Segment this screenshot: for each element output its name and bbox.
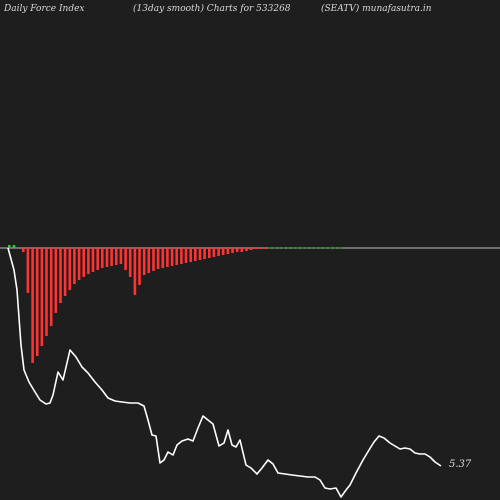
force-index-bar bbox=[259, 248, 262, 249]
force-index-bar bbox=[249, 248, 253, 250]
force-index-bar bbox=[208, 248, 211, 258]
force-index-bar bbox=[31, 248, 34, 363]
force-index-bar bbox=[115, 248, 118, 265]
force-index-bar bbox=[26, 248, 30, 293]
force-index-bar bbox=[73, 248, 76, 284]
force-index-bar bbox=[101, 248, 104, 268]
force-index-bar bbox=[254, 248, 258, 249]
force-index-bar bbox=[133, 248, 137, 295]
force-index-bar bbox=[22, 248, 25, 252]
force-index-bar bbox=[138, 248, 141, 285]
force-index-bar bbox=[194, 248, 197, 261]
force-index-bar bbox=[45, 248, 48, 336]
force-index-bar bbox=[142, 248, 146, 275]
force-index-bar bbox=[184, 248, 188, 263]
force-index-bar bbox=[282, 247, 285, 249]
force-index-bar bbox=[328, 247, 332, 249]
force-index-bar bbox=[310, 247, 313, 249]
force-index-bar bbox=[319, 247, 323, 249]
force-index-bar bbox=[268, 247, 271, 249]
force-index-bar bbox=[161, 248, 165, 268]
force-index-bar bbox=[221, 248, 225, 255]
force-index-bar bbox=[217, 248, 220, 256]
force-index-bar bbox=[263, 248, 267, 249]
chart-title-middle: (13day smooth) Charts for 533268 bbox=[133, 4, 291, 14]
price-line bbox=[7, 247, 442, 498]
force-index-bar bbox=[296, 247, 299, 249]
force-index-bar bbox=[301, 247, 304, 249]
force-index-bar bbox=[8, 245, 11, 248]
force-index-bar bbox=[175, 248, 178, 265]
force-index-bar bbox=[77, 248, 81, 280]
force-index-bar bbox=[35, 248, 39, 356]
force-index-bar bbox=[128, 248, 132, 277]
force-index-bar bbox=[59, 248, 62, 303]
force-index-bar bbox=[110, 248, 113, 266]
force-index-bar bbox=[198, 248, 202, 260]
force-index-bar bbox=[124, 248, 127, 270]
force-index-bar bbox=[338, 247, 341, 249]
last-value-label: 5.37 bbox=[449, 459, 472, 470]
force-index-bar bbox=[333, 247, 337, 249]
force-index-bar bbox=[82, 248, 85, 277]
force-index-bar bbox=[87, 248, 90, 274]
force-index-bar bbox=[156, 248, 160, 269]
force-index-bar bbox=[240, 248, 244, 252]
force-index-bar bbox=[147, 248, 151, 273]
force-index-bar bbox=[63, 248, 67, 296]
force-index-bar bbox=[273, 247, 276, 249]
force-index-bar bbox=[189, 248, 192, 262]
force-index-bar bbox=[235, 248, 239, 252]
chart-title-left: Daily Force Index bbox=[4, 4, 85, 14]
force-index-bar bbox=[180, 248, 183, 264]
force-index-bar bbox=[119, 248, 123, 264]
force-index-bar bbox=[40, 248, 44, 346]
force-index-bar bbox=[287, 247, 290, 249]
force-index-bar bbox=[68, 248, 72, 290]
force-index-bar bbox=[212, 248, 216, 257]
force-index-bar bbox=[314, 247, 318, 249]
force-index-bar bbox=[203, 248, 206, 259]
force-index-bar bbox=[166, 248, 169, 267]
force-index-bar bbox=[105, 248, 109, 267]
force-index-bar bbox=[54, 248, 58, 313]
force-index-bar bbox=[96, 248, 99, 270]
force-index-bar bbox=[49, 248, 53, 326]
force-index-bar bbox=[91, 248, 95, 272]
force-index-bar bbox=[170, 248, 174, 266]
force-index-bar bbox=[152, 248, 155, 271]
force-index-bar bbox=[245, 248, 248, 251]
force-index-bar bbox=[305, 247, 309, 249]
chart-title-right: (SEATV) munafasutra.in bbox=[321, 4, 432, 14]
force-index-bar bbox=[277, 247, 281, 249]
force-index-bar bbox=[226, 248, 230, 254]
force-index-bar bbox=[231, 248, 234, 253]
force-index-bar bbox=[291, 247, 295, 249]
force-index-bar bbox=[324, 247, 327, 249]
force-index-bar bbox=[12, 245, 16, 248]
